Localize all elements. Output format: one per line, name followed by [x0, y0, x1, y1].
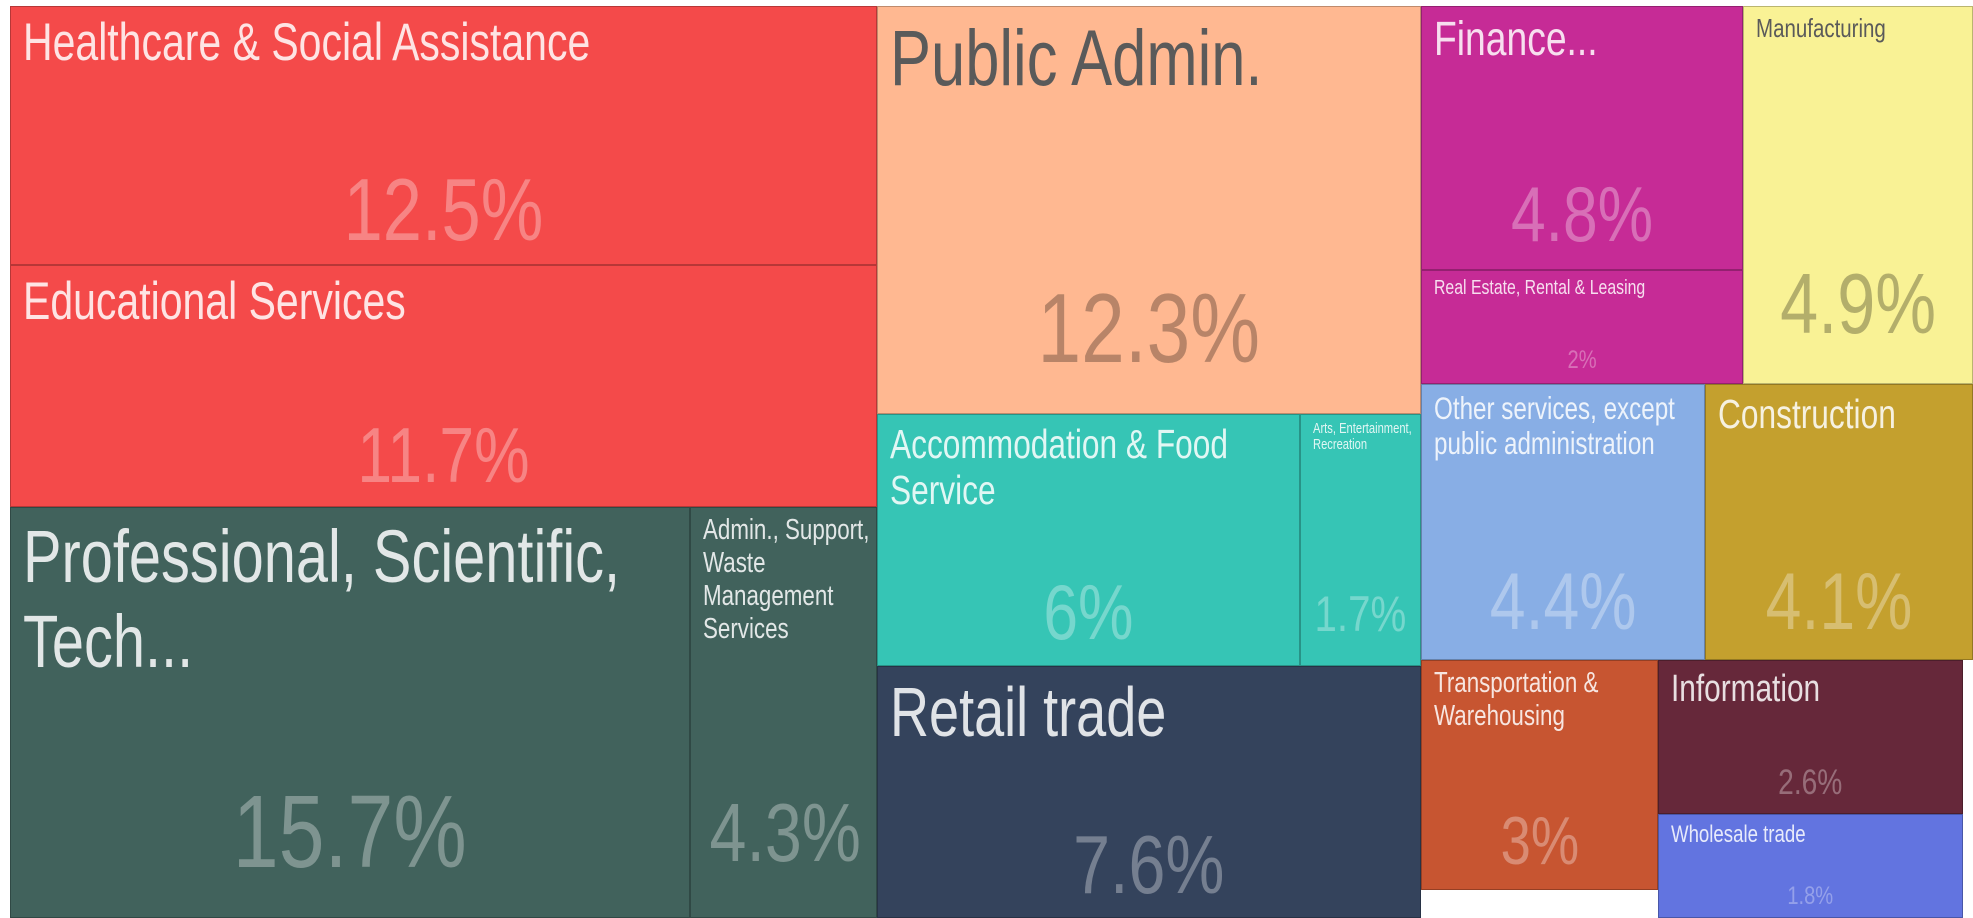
value-label: 4.4%	[1489, 556, 1637, 647]
value-label: 12.5%	[343, 160, 544, 260]
tile-label: Construction	[1717, 390, 1896, 437]
tile-label: Real Estate, Rental & Leasing	[1433, 277, 1645, 300]
tile: Public Admin. 12.3%	[877, 6, 1421, 414]
value-label: 3%	[1500, 803, 1579, 879]
tile-label: Public Admin.	[890, 14, 1263, 103]
value-label: 6%	[1043, 568, 1134, 657]
tile: Construction 4.1%	[1704, 383, 1973, 661]
tile: Retail trade 7.6%	[877, 666, 1421, 918]
tile-label: Information	[1671, 667, 1821, 711]
value-label: 4.3%	[709, 786, 861, 880]
tile-label: Manufacturing	[1755, 13, 1886, 44]
tile-label: Wholesale trade	[1671, 820, 1806, 848]
tile-label: Other services, except public administra…	[1433, 390, 1675, 462]
value-label: 2.6%	[1778, 762, 1843, 802]
tile-label: Admin., Support, Waste Management Servic…	[702, 513, 870, 645]
value-label: 2%	[1567, 346, 1597, 375]
tile: Other services, except public administra…	[1420, 383, 1705, 661]
tile-label: Transportation & Warehousing	[1433, 667, 1599, 733]
tile: Healthcare & Social Assistance 12.5%	[10, 6, 878, 266]
value-label: 1.7%	[1314, 585, 1407, 643]
tile: Finance... 4.8%	[1420, 6, 1743, 271]
value-label: 4.8%	[1510, 169, 1653, 258]
tile: Admin., Support, Waste Management Servic…	[689, 506, 878, 918]
tile: Educational Services 11.7%	[10, 265, 878, 507]
value-label: 1.8%	[1787, 882, 1834, 911]
tile: Accommodation & Food Service 6%	[877, 413, 1300, 667]
value-label: 12.3%	[1037, 273, 1261, 384]
tile-label: Retail trade	[890, 673, 1167, 752]
tile-label: Arts, Entertainment, Recreation	[1312, 420, 1412, 454]
tile-label: Educational Services	[23, 272, 406, 332]
value-label: 11.7%	[357, 410, 530, 499]
tile: Manufacturing 4.9%	[1742, 6, 1973, 384]
tile: Professional, Scientific, Tech... 15.7%	[10, 506, 690, 918]
value-label: 4.9%	[1779, 257, 1936, 353]
tile: Information 2.6%	[1658, 660, 1963, 814]
tile: Arts, Entertainment, Recreation 1.7%	[1299, 413, 1421, 667]
tile: Transportation & Warehousing 3%	[1420, 660, 1659, 891]
tile-label: Healthcare & Social Assistance	[23, 13, 591, 73]
value-label: 4.1%	[1765, 556, 1913, 647]
tile: Wholesale trade 1.8%	[1658, 813, 1963, 918]
value-label: 7.6%	[1073, 818, 1225, 912]
tile-label: Finance...	[1433, 13, 1598, 67]
tile-label: Professional, Scientific, Tech...	[23, 514, 621, 683]
tile-label: Accommodation & Food Service	[890, 420, 1229, 514]
tile: Real Estate, Rental & Leasing 2%	[1420, 270, 1743, 384]
value-label: 15.7%	[232, 774, 467, 890]
